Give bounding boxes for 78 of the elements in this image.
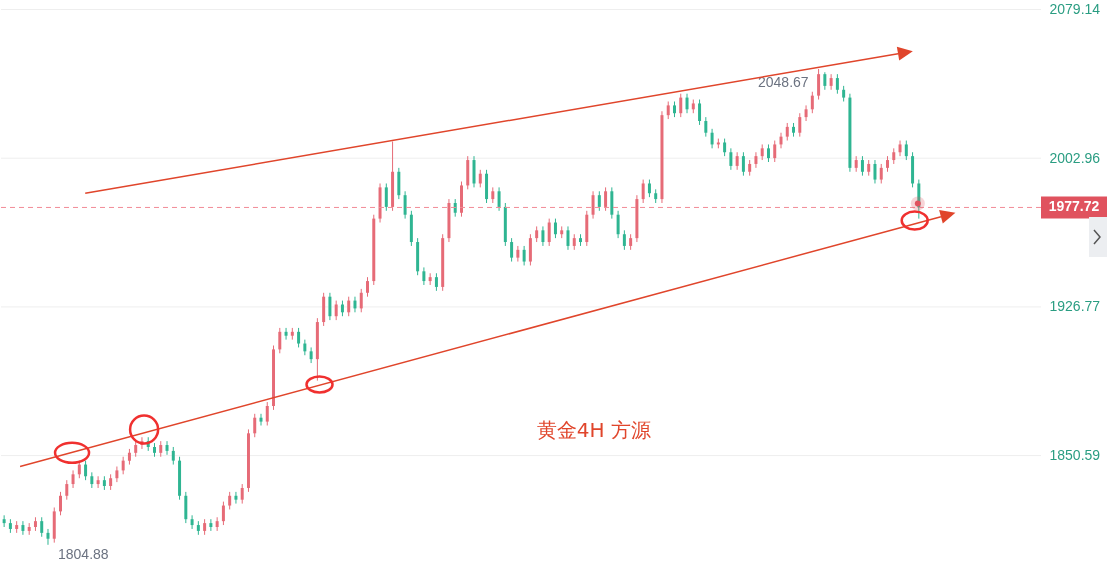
candlestick [190,514,194,530]
candlestick [59,491,63,516]
candlestick [798,112,802,138]
candlestick [685,93,689,114]
candlestick [21,520,25,536]
candlestick [303,339,307,356]
candlestick [516,245,520,263]
y-tick-label: 2002.96 [1049,149,1101,166]
candlestick [2,514,6,528]
candlestick [566,225,570,251]
ref-line-label: 1977.72 [1048,198,1100,215]
candlestick [353,296,357,313]
candlestick [528,233,532,266]
candlestick [779,132,783,149]
candlestick [622,229,626,251]
candlestick [510,237,514,263]
candlestick [547,218,551,247]
candlestick [84,460,88,481]
candlestick [215,516,219,532]
annotation: 1804.88 [57,545,109,562]
candlestick [40,516,44,538]
candlestick [359,288,363,313]
candlestick [773,140,777,163]
candlestick [641,179,645,204]
candlestick [297,327,301,348]
candlestick [873,159,877,184]
candlestick [328,292,332,321]
candlestick [265,401,269,427]
candlestick [610,186,614,220]
candlestick [65,479,69,501]
annotation: 2048.67 [757,73,809,90]
y-tick-label: 1850.59 [1049,447,1101,464]
candlestick [591,190,595,220]
candlestick [165,440,169,456]
candlestick [553,218,557,239]
candlestick [240,483,244,505]
candlestick [366,276,370,298]
candlestick [497,186,501,212]
candlestick [810,91,814,114]
candlestick [729,147,733,171]
candlestick [860,155,864,177]
candlestick [347,296,351,317]
candlestick [96,475,100,489]
candlestick [209,518,213,532]
candlestick [741,151,745,177]
candlestick [597,190,601,212]
candlestick [221,501,225,526]
y-tick-label: 1926.77 [1049,298,1101,315]
annotation: 黄金4H 方源 [536,417,651,442]
candlestick [541,225,545,247]
candlestick [835,73,839,95]
candlestick [403,190,407,220]
candlestick [384,182,388,212]
candlestick [829,73,833,91]
candlestick [804,104,808,122]
candlestick [334,300,338,321]
candlestick [253,413,257,438]
candlestick [234,491,238,505]
candlestick [284,327,288,341]
y-tick-label: 2079.14 [1049,0,1101,17]
candlestick [817,68,821,101]
candlestick [710,128,714,149]
candlestick [259,413,263,427]
candlestick [184,491,188,524]
candlestick [754,151,758,169]
candlestick [46,528,50,546]
candlestick [704,116,708,138]
candlestick [879,163,883,184]
candlestick [904,140,908,161]
candlestick [397,167,401,200]
candlestick [604,186,608,212]
candlestick [472,155,476,188]
candlestick [679,93,683,118]
candlestick [309,346,313,364]
candlestick [522,245,526,266]
candlestick [616,210,620,239]
candlestick [278,327,282,354]
candlestick [698,99,702,126]
